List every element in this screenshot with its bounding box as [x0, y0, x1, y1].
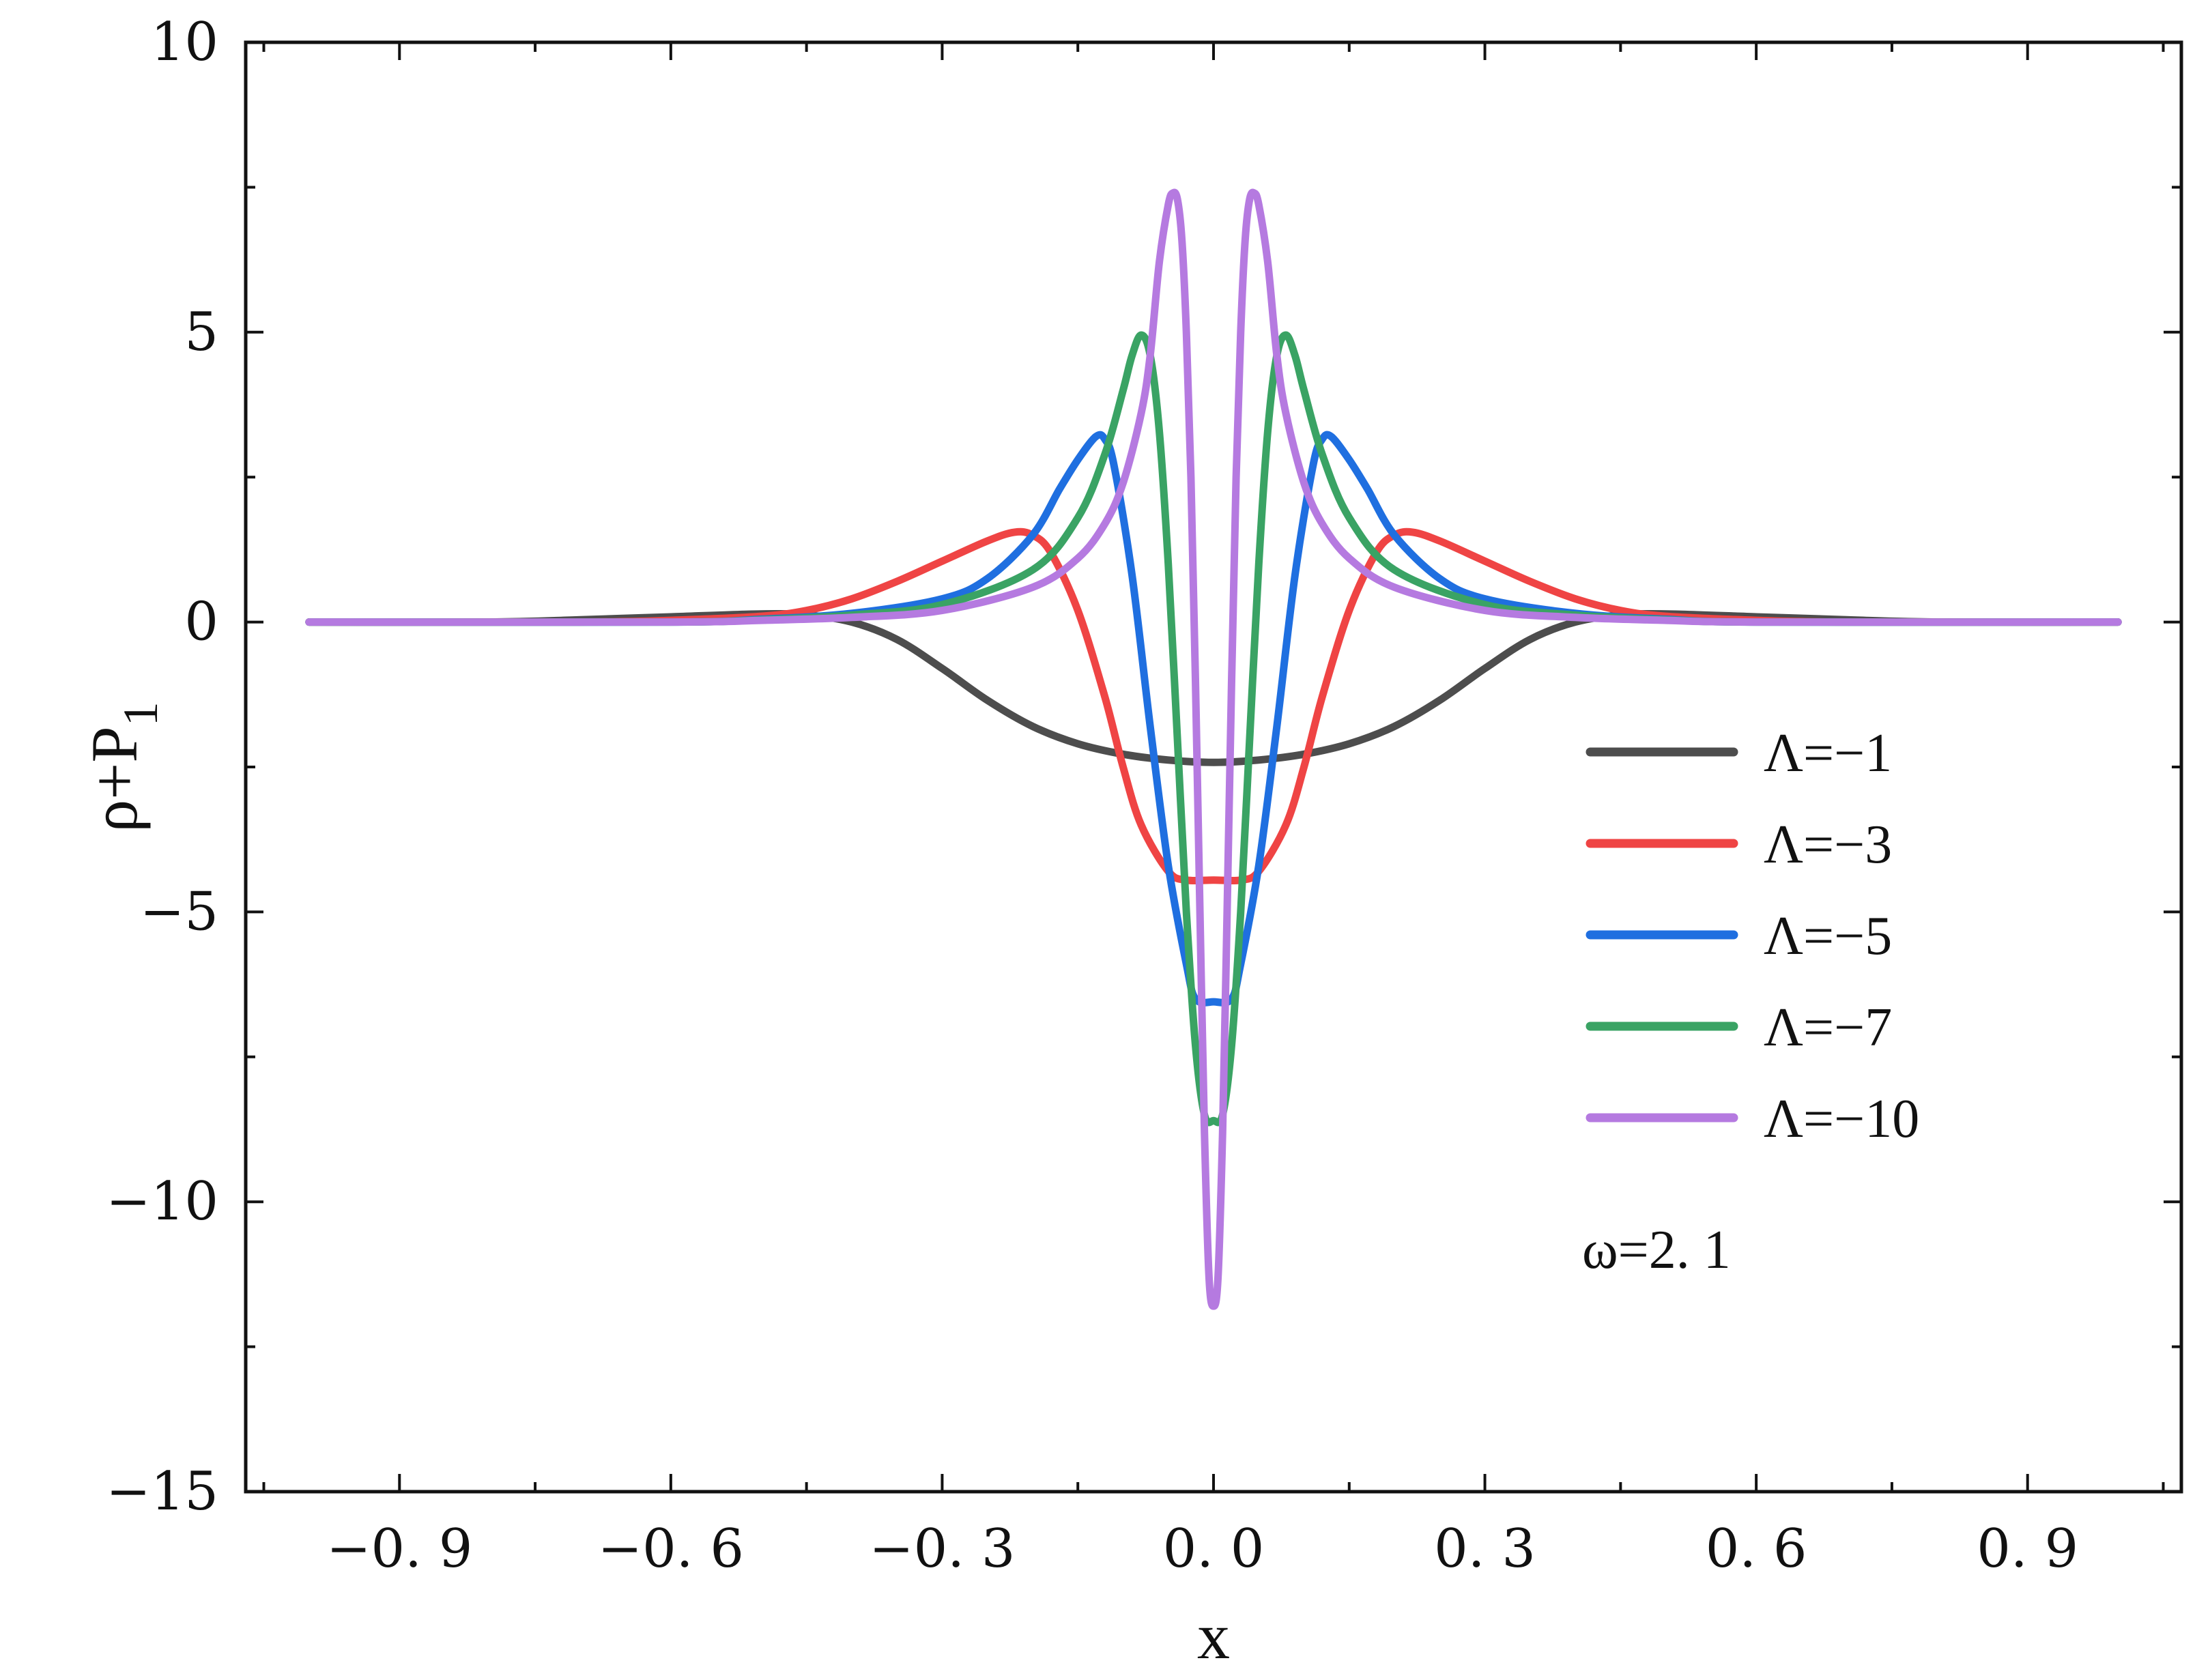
y-axis-title-subscript: 1: [113, 701, 168, 726]
x-tick-label: −0. 9: [326, 1518, 472, 1580]
legend-label: Λ=−1: [1764, 723, 1892, 783]
y-tick-label: 5: [184, 302, 218, 363]
x-tick-label: −0. 3: [869, 1518, 1015, 1580]
y-tick-label: −5: [140, 881, 218, 942]
y-tick-label: −10: [106, 1171, 218, 1232]
y-tick-label: −15: [106, 1461, 218, 1522]
x-tick-label: −0. 6: [598, 1518, 744, 1580]
legend-label: Λ=−10: [1764, 1089, 1919, 1149]
y-tick-label: 10: [151, 12, 218, 73]
series-line-5: [305, 188, 2122, 1310]
x-tick-label: 0. 9: [1977, 1518, 2078, 1580]
x-tick-label: 0. 0: [1163, 1518, 1265, 1580]
series-line-2: [305, 527, 2122, 885]
x-tick-label: 0. 3: [1434, 1518, 1536, 1580]
y-axis-title-main: ρ+P: [78, 726, 151, 832]
legend-label: Λ=−3: [1764, 815, 1892, 875]
series-lines: [305, 188, 2122, 1310]
y-tick-label: 0: [184, 592, 218, 653]
omega-annotation: ω=2. 1: [1582, 1220, 1731, 1280]
y-axis-title: ρ+P1: [78, 701, 168, 832]
series-line-4: [305, 331, 2122, 1127]
series-line-3: [305, 431, 2122, 1006]
x-tick-label: 0. 6: [1706, 1518, 1807, 1580]
legend-label: Λ=−5: [1764, 906, 1892, 966]
legend-label: Λ=−7: [1764, 998, 1892, 1058]
tick-labels: −0. 9 −0. 6 −0. 3 0. 0 0. 3 0. 6 0. 9 −15 −10 −5 0…: [106, 12, 2078, 1580]
plot-frame: [244, 40, 2183, 1494]
x-axis-title: x: [1197, 1599, 1230, 1672]
legend: Λ=−1 Λ=−3 Λ=−5 Λ=−7 Λ=−10: [1586, 723, 1919, 1149]
